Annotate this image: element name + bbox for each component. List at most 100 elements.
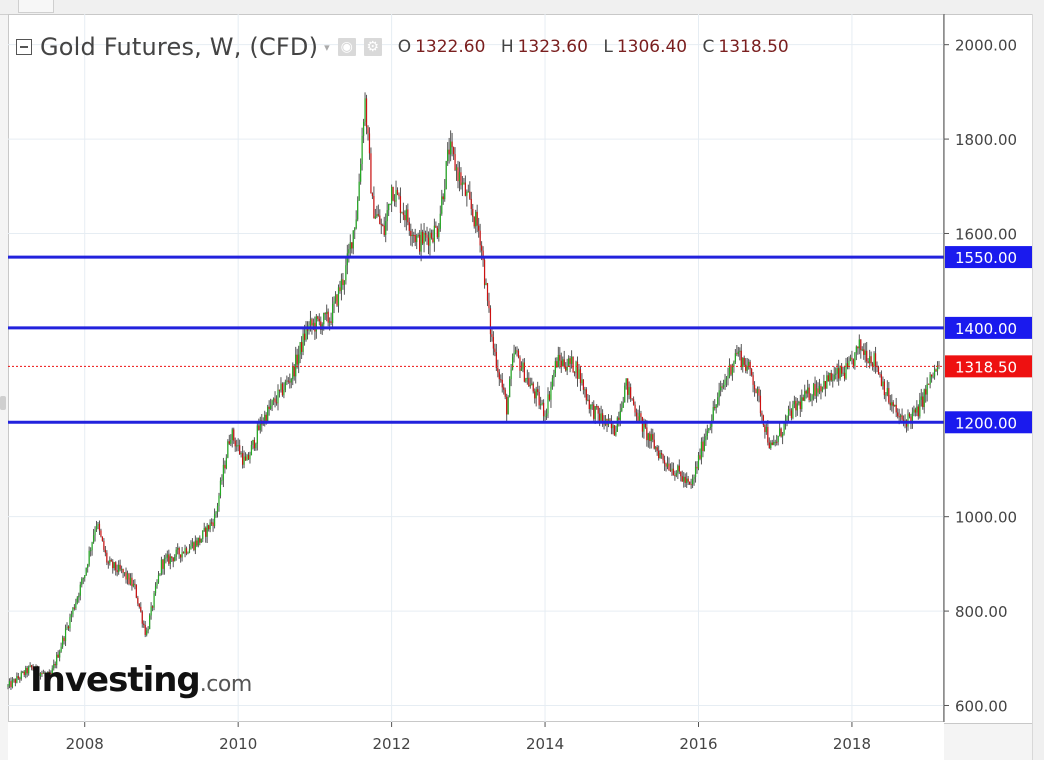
candle-body — [883, 381, 885, 396]
candle-body — [553, 373, 555, 379]
candle-body — [551, 378, 554, 388]
candle-body — [239, 445, 241, 455]
candle-body — [379, 215, 381, 225]
candle-body — [824, 381, 826, 389]
candle-body — [691, 479, 694, 485]
collapse-tab[interactable] — [18, 0, 54, 13]
candle-body — [53, 664, 55, 669]
candle-body — [28, 666, 30, 674]
candle-body — [498, 372, 500, 380]
candle-body — [908, 413, 911, 417]
candle-body — [751, 368, 753, 376]
y-tick-label: 1800.00 — [955, 131, 1017, 149]
candle-body — [274, 398, 276, 403]
candle-body — [17, 676, 19, 679]
candle-body — [57, 654, 59, 658]
candle-body — [491, 334, 493, 337]
candle-body — [404, 214, 406, 221]
candle-body — [481, 245, 483, 251]
candle-body — [820, 385, 822, 392]
candle-body — [29, 665, 31, 667]
candle-body — [174, 556, 176, 562]
candle-body — [914, 409, 916, 413]
plot-area[interactable] — [8, 14, 944, 722]
candle-body — [73, 607, 75, 609]
chevron-down-icon[interactable]: ▾ — [324, 40, 330, 54]
candle-body — [730, 364, 732, 375]
candle-body — [44, 672, 46, 675]
candle-body — [290, 378, 292, 383]
candle-body — [815, 388, 818, 396]
candle-body — [721, 386, 723, 388]
candle-body — [283, 389, 285, 396]
candle-body — [920, 396, 922, 400]
eye-icon[interactable]: ◉ — [337, 38, 356, 56]
candle-body — [255, 443, 257, 449]
time-scale[interactable] — [8, 722, 944, 760]
candle-body — [380, 224, 382, 226]
candle-body — [25, 667, 27, 675]
candle-body — [929, 374, 931, 385]
candle-body — [593, 404, 595, 419]
candle-body — [292, 366, 294, 379]
candle-body — [97, 523, 99, 526]
candle-body — [779, 428, 781, 436]
candle-body — [320, 321, 322, 330]
candle-body — [708, 428, 710, 431]
candle-body — [20, 672, 22, 679]
gear-icon[interactable]: ⚙ — [363, 38, 382, 56]
collapse-legend-icon[interactable] — [16, 39, 32, 55]
candle-body — [143, 623, 145, 626]
candle-body — [259, 420, 261, 431]
candle-body — [582, 379, 585, 390]
candle-body — [85, 567, 87, 576]
candle-body — [866, 350, 868, 362]
y-tick-label: 600.00 — [955, 697, 1008, 715]
candle-body — [476, 211, 478, 226]
y-axis: 2000.00 1800.00 1600.00 1000.00 800.00 600.00 — [943, 14, 1017, 722]
candle-body — [349, 242, 351, 250]
candle-body — [597, 406, 599, 414]
candle-body — [694, 466, 697, 477]
candle-body — [746, 366, 748, 371]
logo-wordmark: Investing — [30, 660, 201, 700]
candle-body — [697, 455, 700, 469]
x-axis: 2008 2010 2012 2014 2016 2018 — [66, 722, 871, 753]
candle-body — [441, 196, 443, 214]
candle-body — [455, 167, 458, 171]
candle-body — [734, 353, 736, 362]
left-resize-handle[interactable] — [0, 396, 6, 410]
candle-body — [700, 441, 703, 459]
candle-body — [684, 476, 686, 483]
candle-body — [619, 410, 621, 420]
candle-body — [733, 361, 735, 367]
candle-body — [842, 372, 844, 374]
candle-body — [180, 554, 182, 558]
candle-body — [123, 572, 126, 574]
candle-body — [926, 383, 928, 395]
candle-body — [625, 378, 627, 386]
candle-body — [579, 369, 582, 384]
low-label: L — [603, 37, 613, 57]
y-tick-label: 2000.00 — [955, 37, 1017, 55]
symbol-title[interactable]: Gold Futures, W, (CFD) — [40, 33, 319, 61]
candle-body — [500, 379, 502, 381]
candle-body — [131, 577, 133, 587]
candle-body — [436, 227, 438, 238]
candle-body — [838, 368, 840, 379]
candle-body — [76, 597, 78, 603]
candle-body — [417, 234, 419, 236]
candle-body — [832, 379, 834, 381]
candle-body — [562, 359, 564, 366]
candle-body — [758, 389, 760, 396]
candle-body — [938, 365, 940, 367]
candle-body — [587, 399, 589, 401]
candle-body — [140, 606, 142, 612]
candle-body — [519, 357, 521, 371]
candle-body — [917, 406, 919, 417]
candle-body — [616, 417, 618, 432]
candle-body — [374, 216, 376, 219]
candle-body — [801, 397, 803, 410]
candle-body — [326, 311, 328, 314]
right-scrollbar[interactable] — [1032, 14, 1044, 760]
